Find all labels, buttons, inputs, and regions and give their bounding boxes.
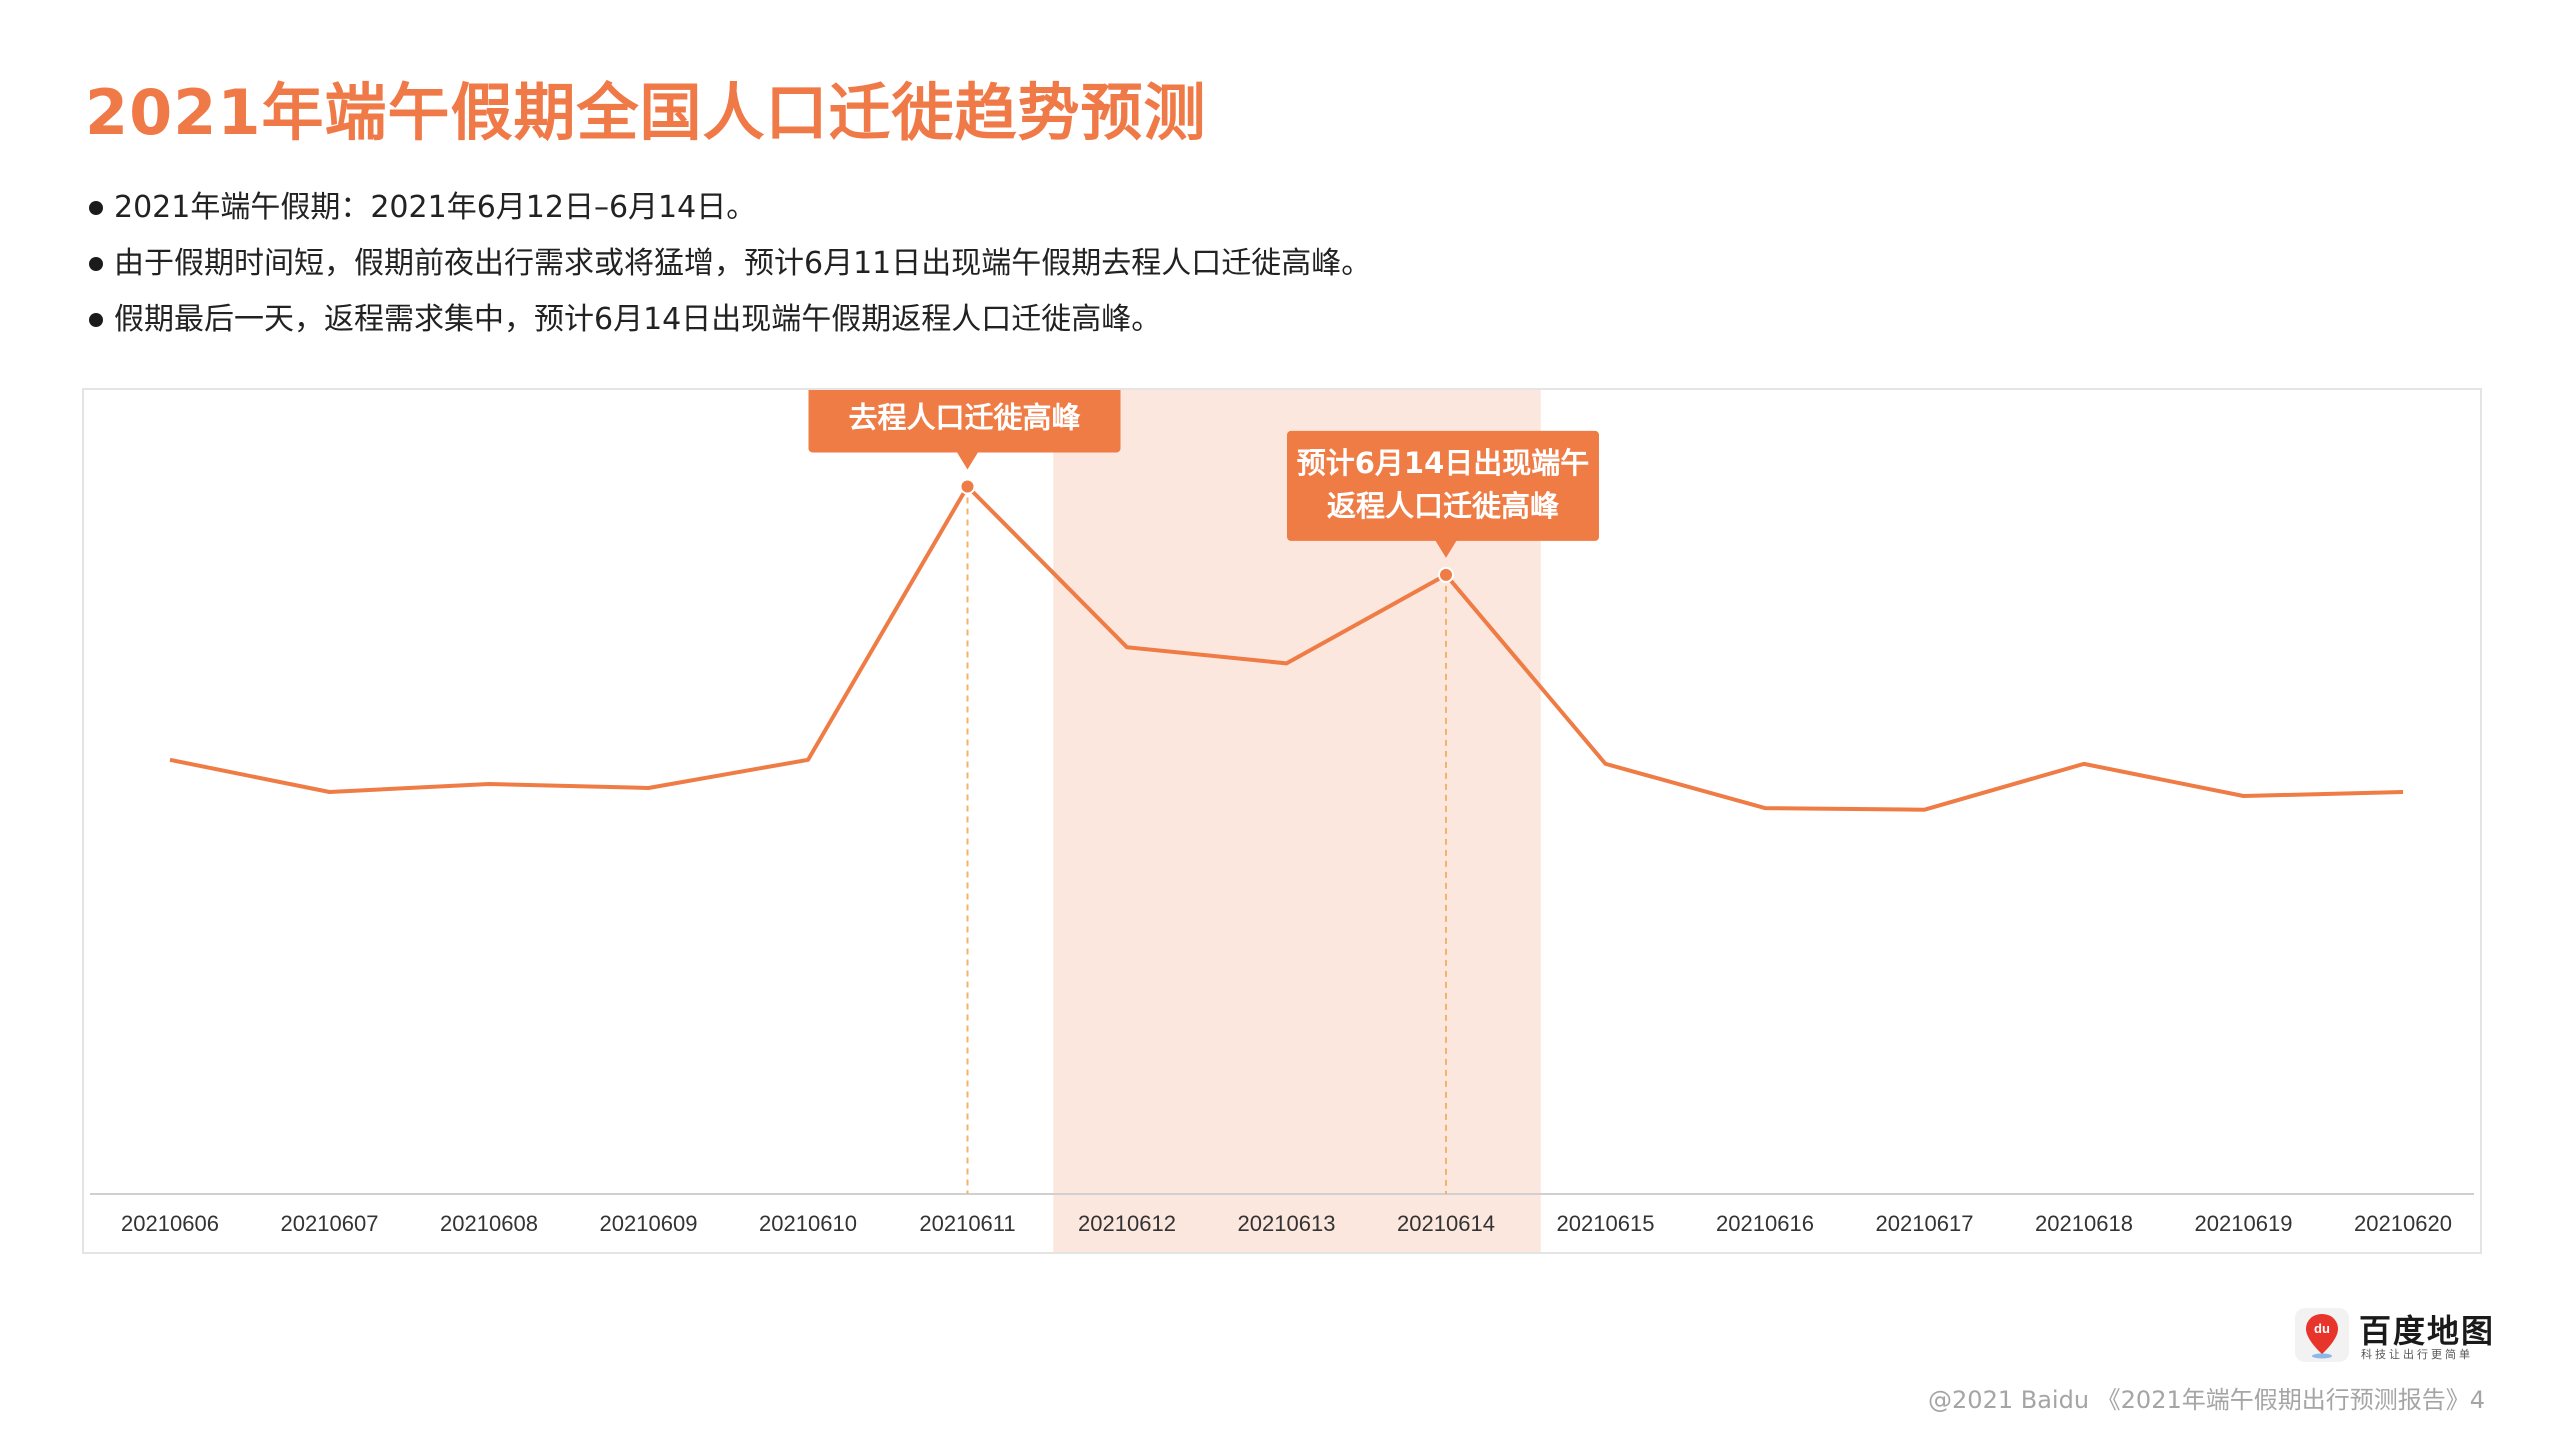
x-tick-label: 20210618 bbox=[2035, 1211, 2133, 1236]
annotation-marker bbox=[1438, 566, 1454, 583]
x-tick-label: 20210613 bbox=[1238, 1211, 1336, 1236]
bullet-dot-icon bbox=[89, 201, 103, 215]
x-tick-label: 20210617 bbox=[1876, 1211, 1974, 1236]
x-tick-label: 20210616 bbox=[1716, 1211, 1814, 1236]
x-tick-label: 20210606 bbox=[121, 1211, 219, 1236]
annotation-callout-text: 预计6月11日出现端午 bbox=[818, 390, 1111, 391]
logo-brand-text: 百度地图 bbox=[2359, 1312, 2496, 1350]
bullet-dot-icon bbox=[89, 313, 103, 327]
annotation-callout-pointer bbox=[956, 451, 979, 470]
annotation-marker bbox=[959, 478, 976, 495]
x-tick-label: 20210611 bbox=[919, 1211, 1015, 1236]
x-tick-label: 20210610 bbox=[759, 1211, 857, 1236]
map-pin-icon: du bbox=[2295, 1308, 2349, 1362]
line-chart: 20210606 20210607 20210608 20210609 20210610… bbox=[90, 390, 2474, 1252]
bullet-item: 2021年端午假期：2021年6月12日–6月14日。 bbox=[86, 186, 1371, 242]
bullet-list: 2021年端午假期：2021年6月12日–6月14日。 由于假期时间短，假期前夜… bbox=[86, 186, 1371, 354]
baidu-maps-logo: du 百度地图 科技让出行更简单 bbox=[2295, 1308, 2493, 1364]
svg-text:du: du bbox=[2314, 1321, 2330, 1336]
x-tick-label: 20210607 bbox=[281, 1211, 379, 1236]
footer-copyright: @2021 Baidu 《2021年端午假期出行预测报告》4 bbox=[1928, 1386, 2485, 1414]
x-tick-label: 20210612 bbox=[1078, 1211, 1176, 1236]
bullet-item: 由于假期时间短，假期前夜出行需求或将猛增，预计6月11日出现端午假期去程人口迁徙… bbox=[86, 242, 1371, 298]
bullet-text: 假期最后一天，返程需求集中，预计6月14日出现端午假期返程人口迁徙高峰。 bbox=[114, 302, 1162, 337]
x-tick-label: 20210619 bbox=[2195, 1211, 2293, 1236]
annotation-callout-text: 预计6月14日出现端午 bbox=[1297, 446, 1590, 480]
bullet-text: 2021年端午假期：2021年6月12日–6月14日。 bbox=[114, 190, 757, 225]
logo-slogan-text: 科技让出行更简单 bbox=[2361, 1348, 2473, 1361]
annotation-callout-box bbox=[808, 390, 1121, 453]
bullet-dot-icon bbox=[89, 257, 103, 271]
x-tick-label: 20210609 bbox=[600, 1211, 698, 1236]
x-tick-label: 20210614 bbox=[1397, 1211, 1495, 1236]
annotation-callout-text: 返程人口迁徙高峰 bbox=[1327, 489, 1559, 523]
bullet-text: 由于假期时间短，假期前夜出行需求或将猛增，预计6月11日出现端午假期去程人口迁徙… bbox=[114, 246, 1372, 281]
x-tick-label: 20210620 bbox=[2354, 1211, 2452, 1236]
bullet-item: 假期最后一天，返程需求集中，预计6月14日出现端午假期返程人口迁徙高峰。 bbox=[86, 298, 1371, 354]
annotation-callout-box bbox=[1287, 430, 1599, 541]
annotation-callout-text: 去程人口迁徙高峰 bbox=[848, 400, 1080, 434]
x-tick-label: 20210608 bbox=[440, 1211, 538, 1236]
page-title: 2021年端午假期全国人口迁徙趋势预测 bbox=[85, 76, 1207, 149]
x-tick-label: 20210615 bbox=[1557, 1211, 1655, 1236]
annotation-callout-pointer bbox=[1435, 539, 1457, 558]
chart-frame: 20210606 20210607 20210608 20210609 20210610… bbox=[82, 388, 2482, 1254]
